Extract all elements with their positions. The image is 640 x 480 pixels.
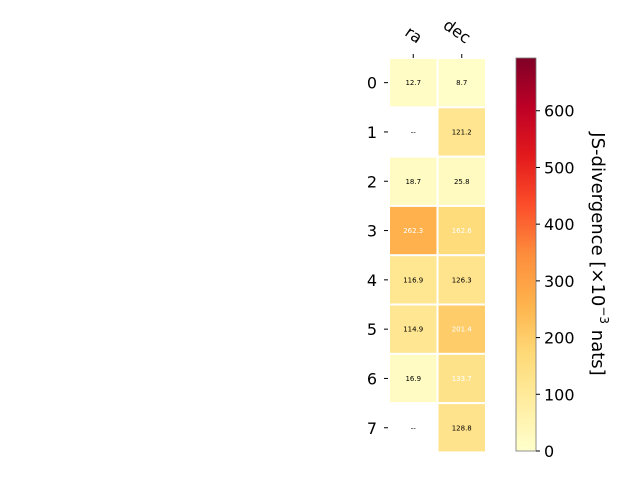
row-tick-label: 6 <box>367 369 377 388</box>
row-tick-label: 4 <box>367 271 377 290</box>
colorbar-tick-label: 100 <box>544 385 575 404</box>
heatmap-cell-5-dec <box>438 305 485 353</box>
colorbar-tick-label: 300 <box>544 272 575 291</box>
row-tick-label: 7 <box>367 419 377 438</box>
colorbar-tick-label: 200 <box>544 329 575 348</box>
heatmap-cell-6-ra <box>390 354 437 403</box>
cell-value-label: 262.3 <box>403 227 423 235</box>
heatmap-cell-1-dec <box>438 108 485 156</box>
colorbar-label-unit: nats] <box>587 324 608 376</box>
heatmap-cell-0-dec <box>438 59 485 107</box>
cell-value-label: 121.2 <box>452 128 472 136</box>
heatmap-cell-2-dec <box>438 157 485 205</box>
row-tick-label: 1 <box>367 123 377 142</box>
row-tick-label: 0 <box>367 74 377 93</box>
heatmap-cell-4-dec <box>438 256 485 304</box>
colorbar-label-main: JS-divergence [×10 <box>587 131 608 306</box>
column-tick-labels: ra dec <box>402 15 474 58</box>
heatmap-cells: 12.7 8.7 -- 121.2 18.7 25.8 262.3 162.6 116.9 126… <box>390 59 485 452</box>
row-tick-label: 2 <box>367 172 377 191</box>
cell-value-label: 128.8 <box>452 424 472 432</box>
cell-value-label: 126.3 <box>452 276 472 284</box>
colorbar-tick-label: 600 <box>544 102 575 121</box>
cell-value-label: 18.7 <box>405 178 421 186</box>
row-tick-label: 5 <box>367 320 377 339</box>
cell-value-label: -- <box>411 128 417 136</box>
cell-value-label: 114.9 <box>403 326 423 334</box>
colorbar-tick-label: 500 <box>544 158 575 177</box>
cell-value-label: -- <box>411 424 417 432</box>
heatmap-cell-2-ra <box>390 157 437 205</box>
heatmap-cell-7-dec <box>438 404 485 452</box>
row-tick-label: 3 <box>367 222 377 241</box>
cell-value-label: 133.7 <box>452 375 472 383</box>
cell-value-label: 8.7 <box>456 79 467 87</box>
heatmap-cell-6-dec <box>438 354 485 403</box>
cell-value-label: 12.7 <box>405 79 421 87</box>
colorbar-tick-label: 400 <box>544 215 575 234</box>
heatmap-cell-3-dec <box>438 206 485 255</box>
column-tick-label: dec <box>440 15 474 47</box>
colorbar-label: JS-divergence [×10−3 nats] <box>587 131 611 375</box>
colorbar-gradient <box>515 57 537 452</box>
cell-value-label: 201.4 <box>452 326 473 334</box>
column-tick-label: ra <box>402 22 426 47</box>
colorbar-label-exponent: −3 <box>597 306 611 324</box>
heatmap-cell-5-ra <box>390 305 437 353</box>
cell-value-label: 16.9 <box>405 375 421 383</box>
heatmap-cell-4-ra <box>390 256 437 304</box>
cell-value-label: 25.8 <box>454 178 470 186</box>
row-tick-labels: 0 1 2 3 4 5 6 7 <box>367 74 388 438</box>
cell-value-label: 116.9 <box>403 276 423 284</box>
heatmap-cell-0-ra <box>390 59 437 107</box>
cell-value-label: 162.6 <box>452 227 473 235</box>
colorbar-tick-label: 0 <box>544 442 554 461</box>
colorbar: 0 100 200 300 400 500 600 JS-divergence [×10−3 … <box>515 57 611 461</box>
heatmap-cell-3-ra <box>390 206 437 255</box>
